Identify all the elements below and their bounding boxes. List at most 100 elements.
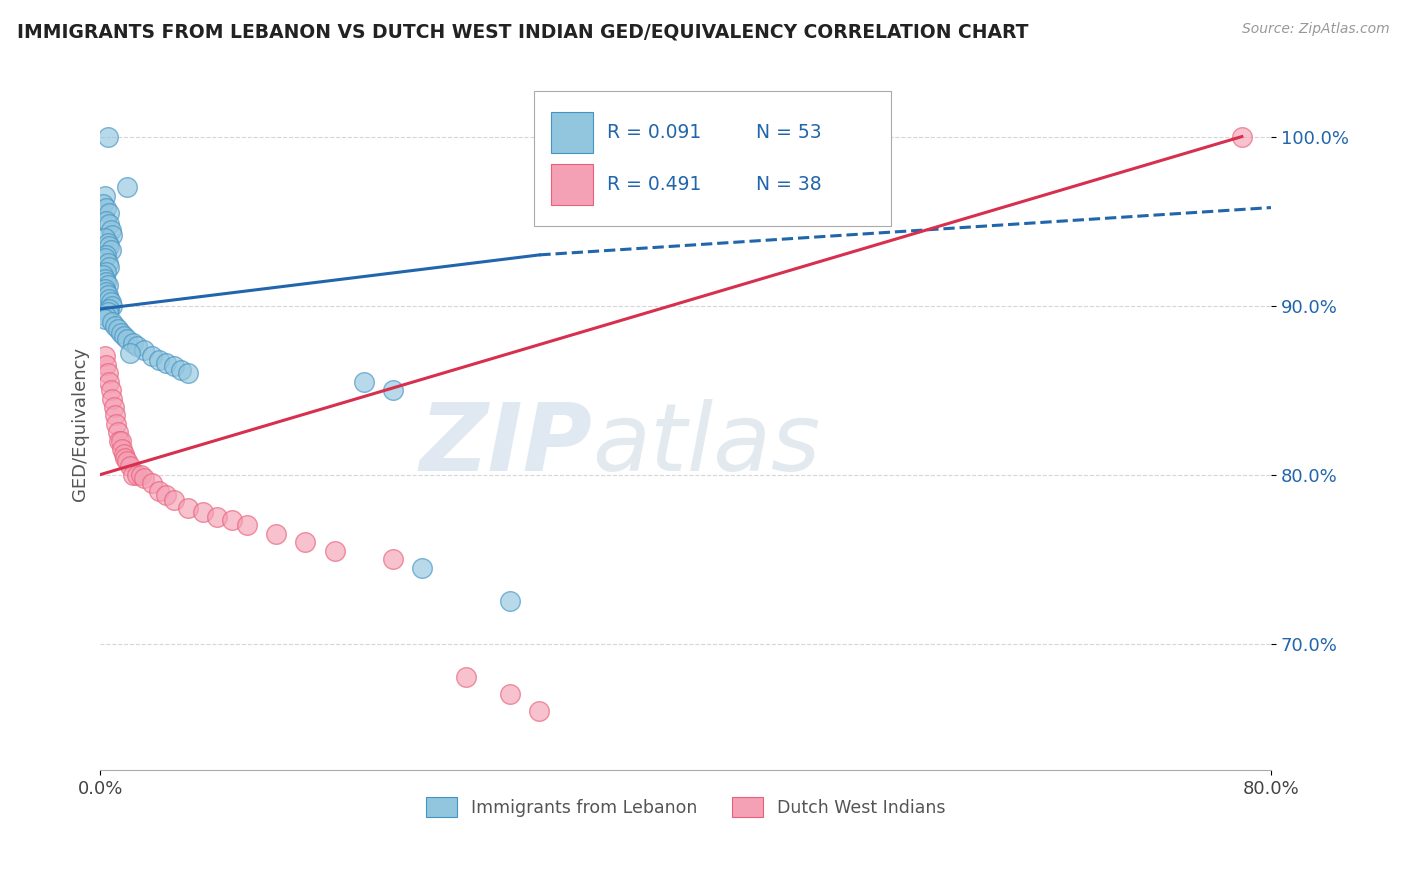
Point: [134, 471, 156, 485]
Text: IMMIGRANTS FROM LEBANON VS DUTCH WEST INDIAN GED/EQUIVALENCY CORRELATION CHART: IMMIGRANTS FROM LEBANON VS DUTCH WEST IN…: [17, 22, 1028, 41]
Point: [91, 197, 114, 211]
Point: [112, 329, 135, 343]
Point: [1230, 129, 1253, 144]
Point: [98, 375, 121, 389]
Text: atlas: atlas: [592, 400, 820, 491]
Point: [91, 268, 114, 282]
Point: [148, 484, 170, 499]
Point: [108, 434, 131, 448]
Text: Source: ZipAtlas.com: Source: ZipAtlas.com: [1241, 22, 1389, 37]
Point: [382, 552, 405, 566]
Text: N = 53: N = 53: [756, 123, 821, 143]
Point: [101, 227, 124, 242]
Point: [114, 450, 136, 465]
Point: [98, 301, 121, 316]
Point: [141, 476, 163, 491]
Point: [93, 188, 115, 202]
Point: [97, 235, 120, 250]
Point: [93, 231, 115, 245]
Legend: Immigrants from Lebanon, Dutch West Indians: Immigrants from Lebanon, Dutch West Indi…: [419, 790, 953, 824]
Point: [131, 467, 153, 482]
Point: [141, 349, 163, 363]
Point: [134, 343, 156, 357]
Point: [125, 339, 148, 353]
Point: [148, 352, 170, 367]
Point: [121, 467, 143, 482]
Point: [456, 670, 478, 684]
Point: [97, 256, 120, 270]
Point: [93, 282, 115, 296]
Point: [105, 417, 128, 431]
Point: [118, 459, 141, 474]
Point: [221, 513, 243, 527]
Y-axis label: GED/Equivalency: GED/Equivalency: [72, 347, 89, 501]
Point: [93, 252, 115, 266]
Point: [125, 467, 148, 482]
Point: [207, 509, 229, 524]
Point: [323, 543, 346, 558]
Point: [103, 400, 125, 414]
FancyBboxPatch shape: [551, 164, 593, 205]
Point: [100, 243, 122, 257]
Point: [121, 335, 143, 350]
Point: [235, 518, 257, 533]
Point: [110, 434, 132, 448]
Point: [93, 349, 115, 363]
Point: [382, 383, 405, 397]
Point: [97, 278, 120, 293]
Point: [96, 358, 118, 372]
Text: N = 38: N = 38: [756, 176, 821, 194]
Point: [115, 454, 138, 468]
Point: [118, 346, 141, 360]
FancyBboxPatch shape: [551, 112, 593, 153]
Point: [96, 214, 118, 228]
Point: [155, 356, 177, 370]
Point: [294, 535, 316, 549]
Point: [115, 332, 138, 346]
Point: [177, 366, 200, 380]
Point: [96, 248, 118, 262]
Point: [107, 425, 129, 440]
Point: [96, 265, 118, 279]
Point: [96, 275, 118, 289]
Point: [101, 299, 124, 313]
Point: [110, 326, 132, 340]
Point: [107, 322, 129, 336]
Point: [529, 704, 551, 718]
Point: [97, 288, 120, 302]
Point: [112, 447, 135, 461]
Point: [98, 292, 121, 306]
Point: [162, 492, 184, 507]
Text: R = 0.091: R = 0.091: [607, 123, 702, 143]
Point: [97, 305, 120, 319]
Text: R = 0.491: R = 0.491: [607, 176, 702, 194]
Point: [93, 271, 115, 285]
Point: [499, 594, 522, 608]
Point: [96, 309, 118, 323]
Point: [177, 501, 200, 516]
FancyBboxPatch shape: [533, 91, 890, 227]
Point: [411, 560, 433, 574]
Point: [98, 218, 121, 232]
Point: [104, 318, 127, 333]
Point: [111, 442, 134, 457]
Point: [98, 260, 121, 274]
Point: [100, 222, 122, 236]
Text: ZIP: ZIP: [419, 399, 592, 491]
Point: [96, 285, 118, 299]
Point: [170, 363, 193, 377]
Point: [155, 488, 177, 502]
Point: [162, 359, 184, 374]
Point: [97, 129, 120, 144]
Point: [104, 409, 127, 423]
Point: [96, 201, 118, 215]
Point: [353, 375, 375, 389]
Point: [264, 526, 287, 541]
Point: [101, 316, 124, 330]
Point: [101, 392, 124, 406]
Point: [98, 205, 121, 219]
Point: [93, 312, 115, 326]
Point: [499, 687, 522, 701]
Point: [97, 366, 120, 380]
Point: [115, 180, 138, 194]
